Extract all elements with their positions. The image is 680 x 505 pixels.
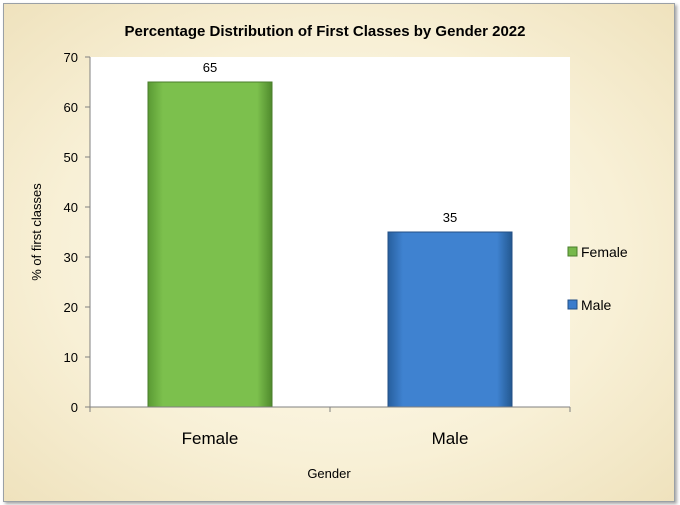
legend: Female Male [567, 244, 628, 313]
legend-label: Male [581, 297, 612, 313]
y-tick-label: 60 [64, 100, 78, 115]
y-tick-label: 50 [64, 150, 78, 165]
data-label: 35 [443, 210, 457, 225]
x-axis-label: Gender [307, 466, 351, 481]
legend-swatch-female [567, 246, 578, 257]
chart-title: Percentage Distribution of First Classes… [125, 23, 526, 40]
legend-label: Female [581, 244, 628, 260]
y-tick-label: 0 [71, 400, 78, 415]
y-tick-label: 40 [64, 200, 78, 215]
legend-swatch-male [567, 299, 578, 310]
x-category-label: Male [432, 429, 469, 448]
y-tick-label: 70 [64, 50, 78, 65]
y-tick-label: 10 [64, 350, 78, 365]
x-category-label: Female [182, 429, 239, 448]
bar-male [387, 231, 513, 408]
y-axis-label: % of first classes [29, 183, 44, 281]
y-tick-label: 30 [64, 250, 78, 265]
y-tick-label: 20 [64, 300, 78, 315]
bar-female [147, 81, 273, 408]
data-label: 65 [203, 60, 217, 75]
